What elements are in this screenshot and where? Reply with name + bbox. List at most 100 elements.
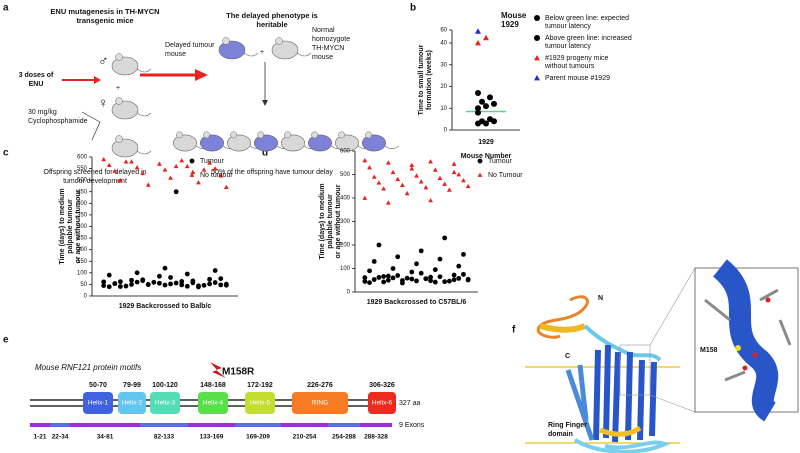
mouse-ear bbox=[203, 131, 211, 139]
data-point bbox=[201, 282, 207, 288]
label: TH-MYCN bbox=[312, 45, 344, 52]
motif-range: 79-99 bbox=[123, 382, 141, 389]
label: Cyclophosphamide bbox=[28, 118, 88, 125]
data-point bbox=[395, 273, 401, 278]
ribbon bbox=[536, 295, 589, 339]
mouse-ear bbox=[222, 37, 230, 45]
data-point bbox=[362, 158, 368, 163]
male-symbol: ♂ bbox=[98, 53, 109, 69]
mouse-ear bbox=[284, 131, 292, 139]
data-point bbox=[409, 166, 415, 171]
y-tick-label: 500 bbox=[340, 172, 351, 178]
helix bbox=[565, 364, 595, 441]
legend-marker bbox=[534, 75, 540, 81]
data-point bbox=[184, 283, 190, 289]
data-point bbox=[145, 182, 151, 187]
ribbon bbox=[573, 438, 671, 453]
plus: + bbox=[116, 85, 120, 92]
data-point bbox=[371, 277, 377, 282]
data-point bbox=[157, 273, 162, 279]
label: tumour development bbox=[63, 178, 127, 185]
annotation: Mouse bbox=[501, 11, 527, 20]
mouse-body bbox=[218, 40, 246, 60]
mouse-body bbox=[200, 134, 225, 152]
data-point bbox=[432, 167, 438, 172]
x-axis-label: 1929 Backcrossed to Balb/c bbox=[119, 303, 212, 310]
mutation-label: M158R bbox=[222, 367, 255, 378]
y-tick-label: 200 bbox=[77, 247, 88, 253]
data-point bbox=[442, 181, 448, 186]
data-point bbox=[168, 281, 173, 287]
panel-label: d bbox=[262, 148, 268, 159]
data-point bbox=[140, 170, 146, 176]
domain-label: Ring Finger bbox=[548, 422, 587, 429]
data-point bbox=[151, 279, 157, 285]
exon-segment bbox=[235, 423, 281, 427]
data-point bbox=[218, 282, 224, 288]
data-point bbox=[201, 167, 207, 172]
data-point bbox=[428, 159, 433, 164]
data-point bbox=[451, 277, 457, 283]
data-point bbox=[129, 282, 134, 287]
mouse-ear bbox=[230, 131, 238, 139]
data-point bbox=[212, 268, 218, 273]
y-axis-label: or age without tumour bbox=[335, 184, 342, 258]
data-point bbox=[428, 278, 433, 284]
mouse-ear bbox=[115, 135, 123, 143]
data-point bbox=[385, 200, 391, 205]
mouse-tail bbox=[136, 150, 152, 155]
mouse-ear bbox=[365, 131, 373, 139]
data-point bbox=[367, 280, 372, 285]
legend-label: Tumour bbox=[200, 158, 225, 165]
panel-label: e bbox=[3, 335, 9, 346]
data-point bbox=[479, 98, 485, 105]
data-point bbox=[362, 195, 368, 200]
mouse-body bbox=[361, 134, 386, 152]
data-point bbox=[395, 176, 401, 182]
data-point bbox=[101, 156, 107, 162]
zoom-region bbox=[619, 344, 651, 396]
mouse-tail bbox=[136, 68, 152, 73]
mouse-body bbox=[280, 134, 305, 152]
data-point bbox=[400, 280, 405, 286]
data-point bbox=[465, 183, 471, 189]
data-point bbox=[173, 189, 179, 195]
data-point bbox=[196, 284, 201, 290]
y-tick-label: 40 bbox=[440, 41, 447, 47]
motif-range: 100-120 bbox=[152, 382, 178, 389]
mouse-body bbox=[173, 134, 198, 152]
y-tick-label: 350 bbox=[77, 212, 88, 218]
data-point bbox=[212, 280, 218, 285]
length-label: 327 aa bbox=[399, 400, 421, 407]
data-point bbox=[381, 274, 387, 279]
label: homozygote bbox=[312, 36, 350, 43]
terminus: C bbox=[565, 353, 570, 360]
terminus: N bbox=[598, 295, 603, 302]
data-point bbox=[134, 270, 140, 276]
label: 30 mg/kg bbox=[28, 109, 57, 116]
mouse-body bbox=[111, 100, 139, 120]
data-point bbox=[129, 277, 134, 283]
y-tick-label: 60 bbox=[440, 28, 447, 34]
mouse-body bbox=[111, 138, 139, 158]
mouse-ear bbox=[115, 97, 123, 105]
legend-marker bbox=[477, 158, 483, 164]
data-point bbox=[101, 283, 107, 288]
y-tick-label: 300 bbox=[77, 224, 88, 230]
y-tick-label: 10 bbox=[440, 106, 447, 112]
atom bbox=[752, 352, 758, 358]
y-tick-label: 0 bbox=[444, 128, 448, 134]
data-point bbox=[179, 158, 185, 163]
data-point bbox=[475, 109, 481, 116]
data-point bbox=[409, 276, 415, 282]
mouse-body bbox=[307, 134, 332, 152]
zoom-line bbox=[649, 267, 696, 346]
data-point bbox=[371, 174, 377, 179]
panel-label: a bbox=[3, 3, 9, 14]
exon-label: 82-133 bbox=[154, 434, 175, 441]
annotation: 1929 bbox=[501, 20, 519, 29]
data-point bbox=[418, 248, 424, 254]
data-point bbox=[442, 235, 448, 241]
